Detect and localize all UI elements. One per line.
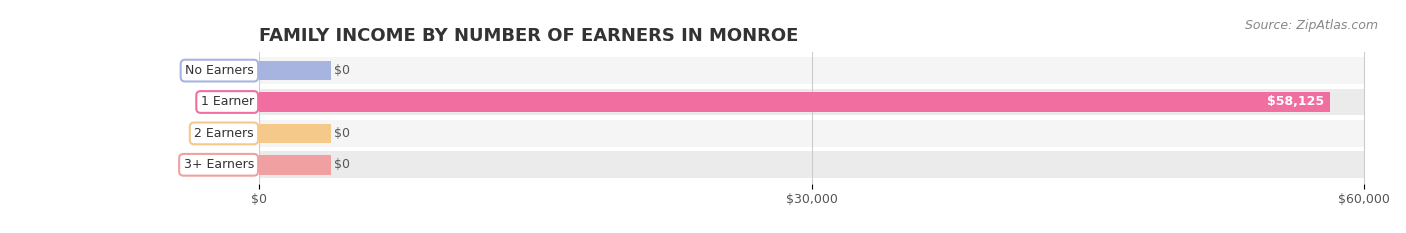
Bar [259, 151, 1364, 178]
Text: 3+ Earners: 3+ Earners [184, 158, 254, 171]
Text: $58,125: $58,125 [1267, 96, 1324, 109]
Text: 2 Earners: 2 Earners [194, 127, 254, 140]
Bar [259, 57, 1364, 84]
Bar [259, 120, 1364, 147]
Bar [259, 92, 1330, 112]
Bar [259, 124, 332, 143]
Text: $0: $0 [335, 127, 350, 140]
Text: Source: ZipAtlas.com: Source: ZipAtlas.com [1244, 19, 1378, 32]
Text: 1 Earner: 1 Earner [201, 96, 254, 109]
Text: $0: $0 [335, 158, 350, 171]
Text: FAMILY INCOME BY NUMBER OF EARNERS IN MONROE: FAMILY INCOME BY NUMBER OF EARNERS IN MO… [259, 27, 799, 45]
Bar [259, 155, 332, 175]
Text: $0: $0 [335, 64, 350, 77]
Bar [259, 89, 1364, 115]
Text: No Earners: No Earners [186, 64, 254, 77]
Bar [259, 61, 332, 80]
